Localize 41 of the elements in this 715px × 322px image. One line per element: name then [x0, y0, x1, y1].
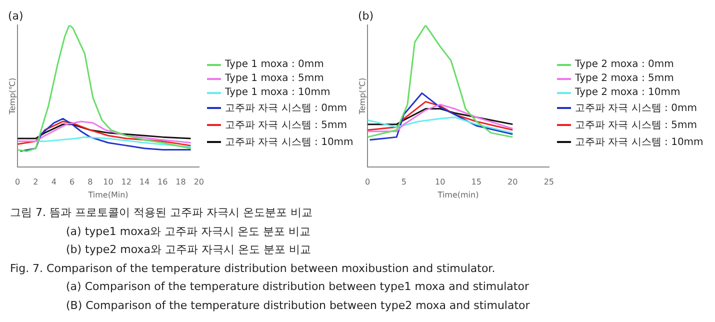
x-tick-label: 12 — [121, 178, 132, 187]
x-tick-label: 5 — [401, 178, 406, 187]
x-tick-label: 10 — [435, 178, 446, 187]
x-tick-label: 15 — [471, 178, 482, 187]
x-tick-label: 14 — [139, 178, 150, 187]
legend-label: Type 2 moxa : 5mm — [575, 73, 674, 84]
x-tick-label: 6 — [69, 178, 75, 187]
x-tick-label: 10 — [103, 178, 114, 187]
legend-label: 고주파 자극 시스템 : 5mm — [575, 119, 697, 132]
x-tick-label: 0 — [15, 178, 20, 187]
caption: Fig. 7. Comparison of the temperature distribution between moxibustion and stimulator. — [10, 260, 496, 276]
legend-label: 고주파 자극 시스템 : 5mm — [225, 119, 347, 132]
x-tick-label: 0 — [365, 178, 370, 187]
text: (a) Comparison of the temperature distribution between type1 moxa and stimulator — [65, 279, 530, 295]
x-tick-label: 20 — [194, 178, 204, 187]
x-tick-label: 20 — [508, 178, 518, 187]
legend-label: 고주파 자극 시스템 : 0mm — [575, 102, 697, 115]
legend-label: Type 2 moxa : 10mm — [575, 87, 680, 98]
legend-label: Type 1 moxa : 0mm — [225, 59, 324, 70]
chart-title: (a) — [8, 9, 24, 22]
x-tick-label: 8 — [88, 178, 93, 187]
y-axis-title: Temp(℃) — [358, 78, 367, 116]
legend-label: Type 1 moxa : 5mm — [225, 73, 324, 84]
text: (b) type2 moxa와 고주파 자극시 온도 분포 비교 — [65, 242, 312, 258]
caption: 그림 7. 뜸과 프로토콜이 적용된 고주파 자극시 온도분포 비교 — [10, 205, 314, 221]
text: (a) type1 moxa와 고주파 자극시 온도 분포 비교 — [65, 224, 312, 240]
x-tick-label: 25 — [544, 178, 554, 187]
legend-label: 고주파 자극 시스템 : 10mm — [225, 136, 354, 149]
legend-label: 고주파 자극 시스템 : 10mm — [575, 136, 704, 149]
legend-label: Type 2 moxa : 0mm — [575, 59, 674, 70]
x-axis-title: Time(Min) — [87, 190, 128, 200]
chart-title: (b) — [358, 9, 374, 22]
text: (B) Comparison of the temperature distribution between type2 moxa and stimulator — [65, 298, 531, 314]
x-axis-title: Time(min) — [436, 190, 479, 200]
legend-label: 고주파 자극 시스템 : 0mm — [225, 102, 347, 115]
x-tick-label: 2 — [33, 178, 38, 187]
x-tick-label: 18 — [176, 178, 186, 187]
x-tick-label: 16 — [158, 178, 168, 187]
legend-label: Type 1 moxa : 10mm — [225, 87, 330, 98]
y-axis-title: Temp(℃) — [8, 78, 17, 116]
x-tick-label: 4 — [51, 178, 56, 187]
